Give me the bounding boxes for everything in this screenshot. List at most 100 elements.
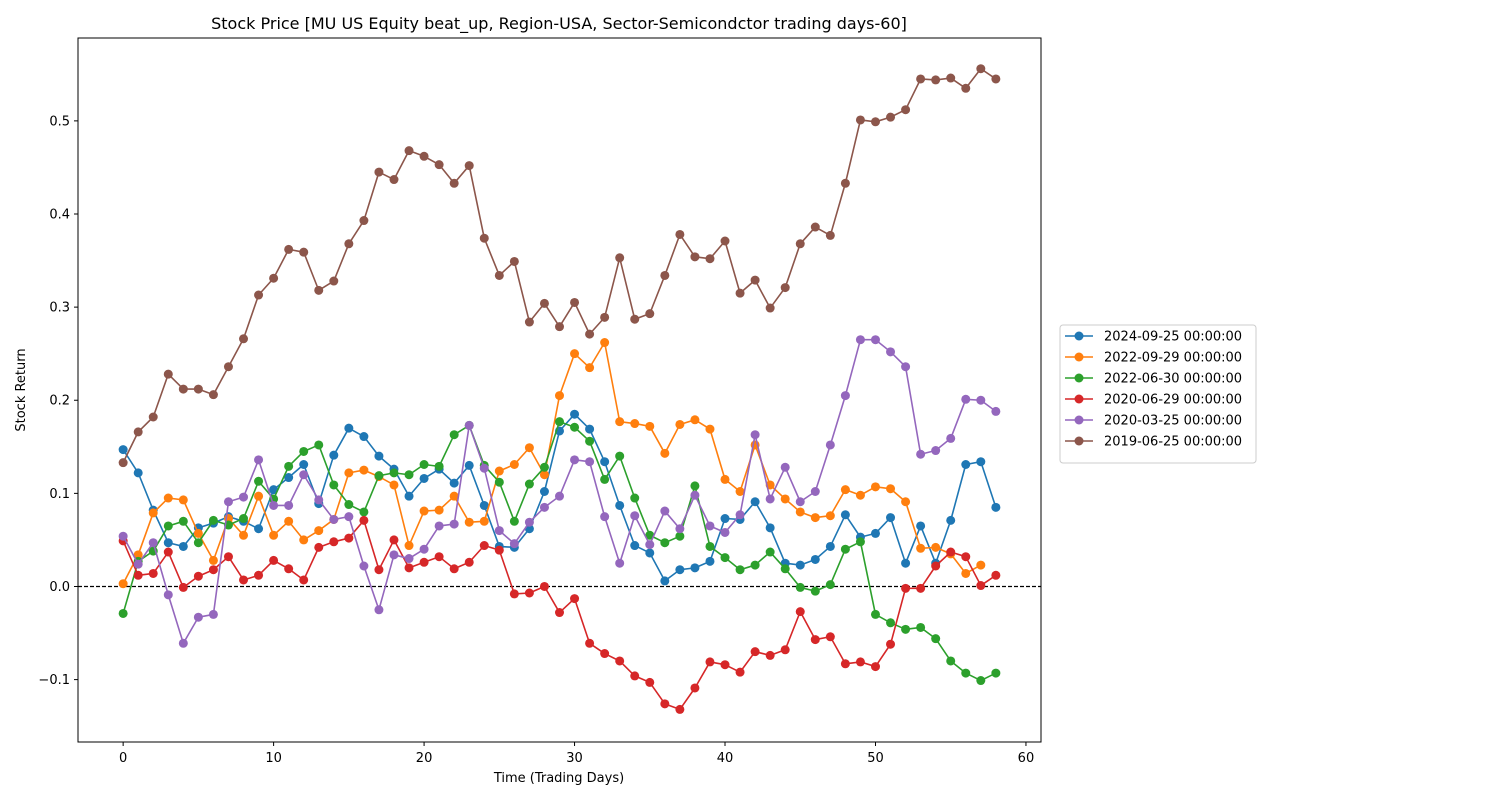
- data-point: [163, 369, 173, 379]
- data-point: [705, 541, 715, 551]
- data-point: [645, 548, 655, 558]
- x-tick-label: 30: [566, 751, 583, 766]
- data-point: [419, 557, 429, 567]
- y-tick-label: 0.1: [49, 487, 70, 502]
- data-point: [344, 423, 354, 433]
- y-axis: −0.1 0.0 0.1 0.2 0.3 0.4 0.5: [38, 114, 78, 688]
- data-point: [479, 500, 489, 510]
- data-point: [223, 552, 233, 562]
- data-point: [479, 463, 489, 473]
- legend-item: 2019-06-25 00:00:00: [1065, 435, 1242, 450]
- data-point: [795, 607, 805, 617]
- data-point: [735, 510, 745, 520]
- data-point: [840, 510, 850, 520]
- data-point: [630, 671, 640, 681]
- data-point: [419, 506, 429, 516]
- data-point: [118, 458, 128, 468]
- data-point: [404, 470, 414, 480]
- legend-item: 2022-09-29 00:00:00: [1065, 351, 1242, 366]
- data-point: [404, 554, 414, 564]
- data-point: [705, 556, 715, 566]
- data-point: [765, 494, 775, 504]
- x-tick-label: 0: [119, 751, 127, 766]
- legend-item: 2020-03-25 00:00:00: [1065, 414, 1242, 429]
- x-tick-label: 40: [717, 751, 734, 766]
- series-2: [118, 338, 986, 589]
- data-point: [479, 516, 489, 526]
- data-point: [449, 564, 459, 574]
- data-point: [961, 394, 971, 404]
- data-point: [615, 417, 625, 427]
- series-5: [118, 335, 1001, 648]
- data-point: [434, 552, 444, 562]
- data-point: [284, 564, 294, 574]
- data-point: [419, 544, 429, 554]
- data-point: [449, 478, 459, 488]
- data-point: [329, 480, 339, 490]
- data-point: [374, 471, 384, 481]
- series-3: [118, 417, 1001, 686]
- data-point: [690, 563, 700, 573]
- data-point: [916, 543, 926, 553]
- data-point: [660, 699, 670, 709]
- data-point: [585, 436, 595, 446]
- y-tick-label: 0.3: [49, 301, 70, 316]
- data-point: [946, 656, 956, 666]
- data-point: [299, 535, 309, 545]
- data-point: [284, 500, 294, 510]
- data-point: [284, 516, 294, 526]
- data-point: [931, 561, 941, 571]
- data-point: [961, 568, 971, 578]
- data-point: [931, 75, 941, 85]
- legend-marker: [1074, 352, 1084, 362]
- data-point: [991, 668, 1001, 678]
- data-point: [284, 244, 294, 254]
- data-point: [539, 470, 549, 480]
- legend-marker: [1074, 415, 1084, 425]
- data-point: [720, 474, 730, 484]
- plot-frame: [77, 37, 1042, 743]
- data-point: [464, 420, 474, 430]
- data-point: [284, 473, 294, 483]
- data-point: [946, 515, 956, 525]
- data-point: [118, 608, 128, 618]
- data-point: [329, 276, 339, 286]
- data-point: [254, 491, 264, 501]
- data-point: [570, 422, 580, 432]
- data-point: [178, 582, 188, 592]
- data-point: [720, 527, 730, 537]
- data-point: [855, 657, 865, 667]
- data-point: [118, 579, 128, 589]
- data-point: [931, 446, 941, 456]
- data-point: [148, 568, 158, 578]
- data-point: [133, 559, 143, 569]
- data-point: [419, 473, 429, 483]
- data-point: [509, 459, 519, 469]
- data-point: [870, 528, 880, 538]
- data-point: [449, 430, 459, 440]
- data-point: [886, 112, 896, 122]
- data-point: [660, 448, 670, 458]
- data-point: [524, 588, 534, 598]
- data-point: [208, 515, 218, 525]
- data-point: [585, 638, 595, 648]
- data-point: [299, 446, 309, 456]
- data-point: [494, 545, 504, 555]
- data-point: [449, 519, 459, 529]
- y-tick-label: 0.4: [49, 208, 70, 223]
- data-point: [163, 538, 173, 548]
- data-point: [193, 612, 203, 622]
- data-point: [163, 521, 173, 531]
- data-point: [901, 497, 911, 507]
- legend-marker: [1074, 436, 1084, 446]
- data-point: [404, 146, 414, 156]
- data-point: [389, 480, 399, 490]
- data-point: [991, 406, 1001, 416]
- data-point: [976, 560, 986, 570]
- data-point: [795, 497, 805, 507]
- data-point: [539, 462, 549, 472]
- data-point: [615, 451, 625, 461]
- data-point: [976, 676, 986, 686]
- data-point: [750, 497, 760, 507]
